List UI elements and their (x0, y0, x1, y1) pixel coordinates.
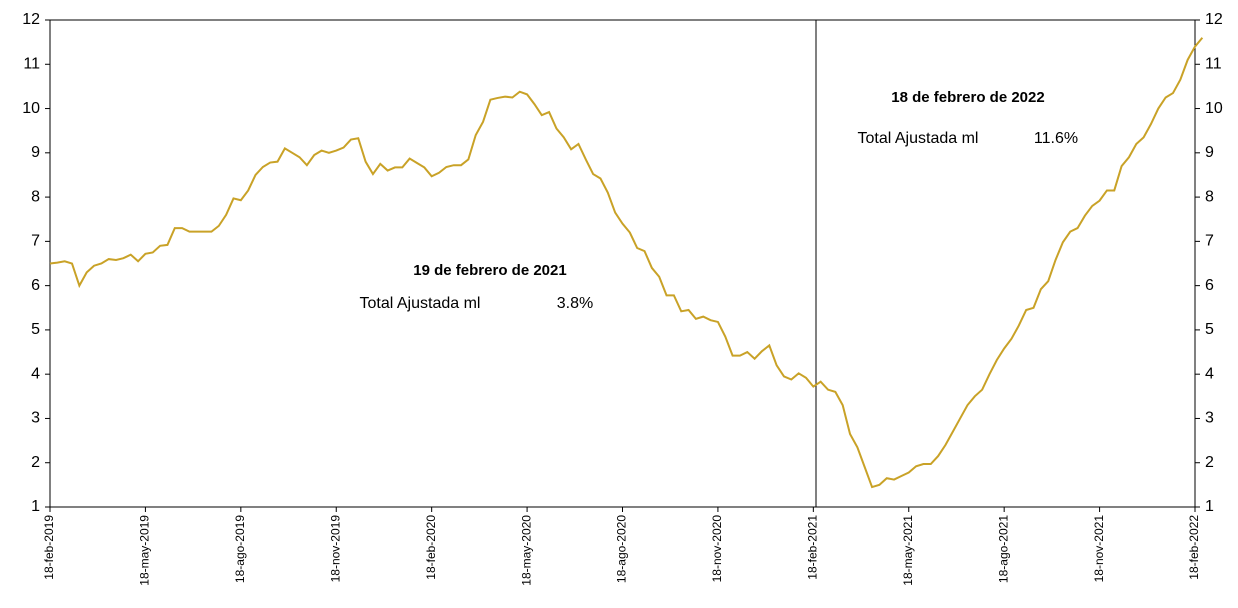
y-tick-label: 12 (22, 11, 40, 28)
y2-tick-label: 2 (1205, 454, 1214, 471)
y2-tick-label: 3 (1205, 410, 1214, 427)
y2-tick-label: 8 (1205, 188, 1214, 205)
y2-tick-label: 4 (1205, 365, 1214, 382)
y2-tick-label: 7 (1205, 233, 1214, 250)
x-tick-label: 18-nov-2020 (710, 515, 724, 583)
x-tick-label: 18-nov-2021 (1092, 515, 1106, 583)
y-tick-label: 4 (31, 365, 40, 382)
x-tick-label: 18-feb-2021 (806, 515, 820, 580)
y-tick-label: 9 (31, 144, 40, 161)
y2-tick-label: 11 (1205, 55, 1222, 72)
y-tick-label: 11 (23, 55, 40, 72)
x-tick-label: 18-may-2020 (519, 515, 533, 586)
y-tick-label: 3 (31, 410, 40, 427)
y2-tick-label: 1 (1205, 498, 1214, 515)
y-tick-label: 1 (31, 498, 40, 515)
y2-tick-label: 10 (1205, 100, 1223, 117)
x-tick-label: 18-feb-2019 (42, 515, 56, 580)
annotation-label: Total Ajustada ml (360, 295, 481, 312)
y-tick-label: 6 (31, 277, 40, 294)
x-tick-label: 18-ago-2019 (233, 515, 247, 583)
annotation-label: Total Ajustada ml (858, 130, 979, 147)
y-tick-label: 10 (22, 100, 40, 117)
annotation-value: 3.8% (557, 295, 593, 312)
y2-tick-label: 12 (1205, 11, 1223, 28)
x-tick-label: 18-may-2021 (901, 515, 915, 586)
x-tick-label: 18-nov-2019 (328, 515, 342, 583)
annotation-value: 11.6% (1034, 130, 1078, 147)
y-tick-label: 8 (31, 188, 40, 205)
x-tick-label: 18-may-2019 (138, 515, 152, 586)
x-tick-label: 18-ago-2020 (615, 515, 629, 583)
y-tick-label: 2 (31, 454, 40, 471)
annotation-title: 18 de febrero de 2022 (891, 89, 1044, 106)
y2-tick-label: 9 (1205, 144, 1214, 161)
x-tick-label: 18-feb-2020 (424, 515, 438, 580)
y2-tick-label: 6 (1205, 277, 1214, 294)
x-tick-label: 18-ago-2021 (996, 515, 1010, 583)
y-tick-label: 5 (31, 321, 40, 338)
data-line (49, 37, 1204, 489)
x-tick-label: 18-feb-2022 (1187, 515, 1201, 580)
annotation-title: 19 de febrero de 2021 (413, 262, 566, 279)
y-tick-label: 7 (31, 233, 40, 250)
y2-tick-label: 5 (1205, 321, 1214, 338)
